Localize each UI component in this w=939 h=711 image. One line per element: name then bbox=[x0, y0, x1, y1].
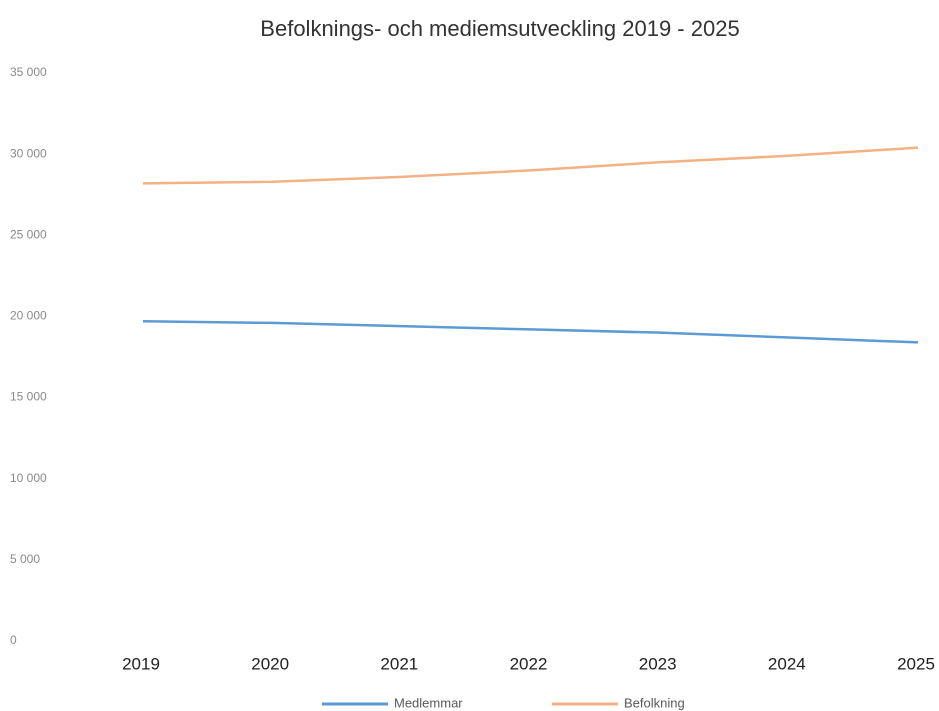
y-tick-label: 5 000 bbox=[10, 552, 40, 566]
x-tick-label: 2022 bbox=[510, 654, 548, 673]
x-tick-label: 2024 bbox=[768, 654, 806, 673]
legend-label: Befolkning bbox=[624, 695, 685, 710]
y-tick-label: 25 000 bbox=[10, 227, 47, 241]
legend-label: Medlemmar bbox=[394, 695, 463, 710]
x-tick-label: 2025 bbox=[897, 654, 935, 673]
y-tick-label: 30 000 bbox=[10, 146, 47, 160]
series-line bbox=[142, 146, 919, 185]
x-tick-label: 2023 bbox=[639, 654, 677, 673]
y-tick-label: 35 000 bbox=[10, 65, 47, 79]
series-line bbox=[142, 320, 919, 344]
x-tick-label: 2021 bbox=[380, 654, 418, 673]
y-tick-label: 0 bbox=[10, 633, 17, 647]
chart-title: Befolknings- och mediemsutveckling 2019 … bbox=[260, 16, 739, 41]
x-tick-label: 2019 bbox=[122, 654, 160, 673]
y-tick-label: 10 000 bbox=[10, 471, 47, 485]
y-tick-label: 20 000 bbox=[10, 309, 47, 323]
y-tick-label: 15 000 bbox=[10, 390, 47, 404]
x-tick-label: 2020 bbox=[251, 654, 289, 673]
